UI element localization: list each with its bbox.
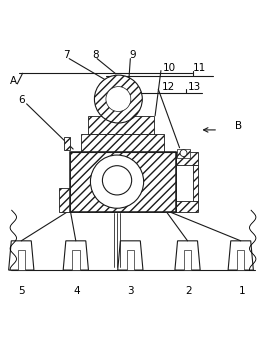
Text: 3: 3	[127, 286, 134, 297]
Bar	[184, 251, 191, 270]
Text: 2: 2	[186, 286, 192, 297]
Text: 11: 11	[193, 63, 206, 73]
Bar	[59, 188, 70, 211]
Circle shape	[106, 86, 131, 111]
Text: 5: 5	[18, 286, 24, 297]
Bar	[193, 165, 198, 201]
Bar	[70, 152, 176, 211]
Circle shape	[102, 166, 132, 195]
Polygon shape	[175, 241, 200, 270]
Text: 9: 9	[130, 49, 136, 60]
Bar	[70, 152, 176, 211]
Text: 12: 12	[162, 82, 176, 92]
Text: B: B	[235, 121, 242, 131]
Bar	[127, 251, 134, 270]
Bar	[176, 152, 198, 165]
Text: 8: 8	[93, 49, 99, 60]
Bar	[18, 251, 25, 270]
Bar	[64, 137, 70, 151]
Polygon shape	[9, 241, 34, 270]
Bar	[237, 251, 244, 270]
Bar	[176, 201, 198, 211]
Circle shape	[90, 155, 144, 208]
Circle shape	[180, 149, 187, 156]
Bar	[81, 135, 164, 152]
Polygon shape	[118, 241, 143, 270]
Text: 13: 13	[188, 82, 201, 92]
Text: A: A	[10, 76, 17, 86]
Bar	[72, 251, 80, 270]
Text: 7: 7	[63, 49, 70, 60]
Text: 6: 6	[18, 95, 24, 105]
Bar	[88, 116, 154, 135]
Circle shape	[94, 75, 142, 123]
Text: 4: 4	[74, 286, 80, 297]
Text: 1: 1	[239, 286, 245, 297]
Polygon shape	[228, 241, 253, 270]
Text: 10: 10	[162, 63, 176, 73]
Polygon shape	[63, 241, 88, 270]
Bar	[177, 149, 190, 158]
